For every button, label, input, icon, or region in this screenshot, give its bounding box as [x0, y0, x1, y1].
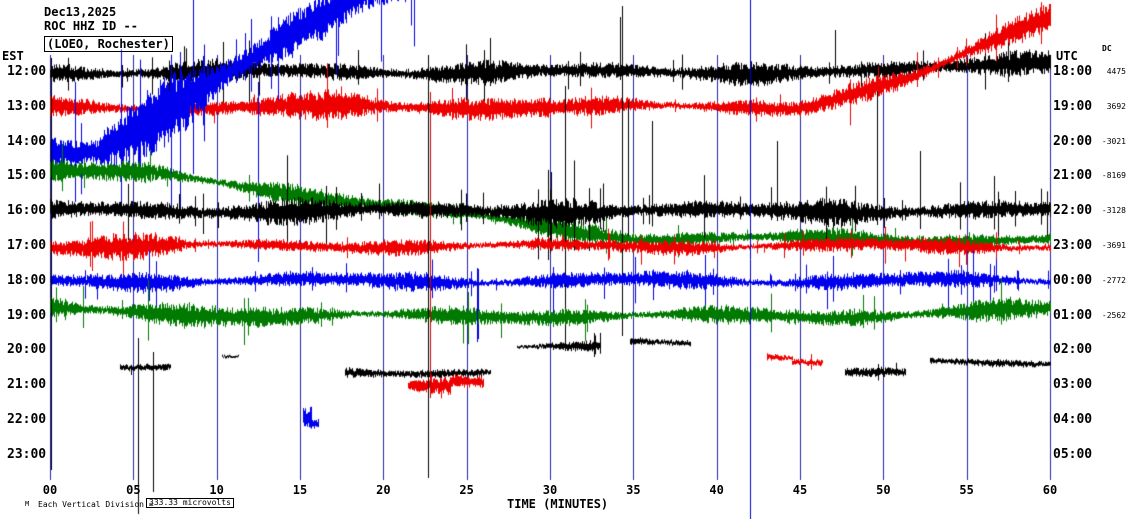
x-tick-label: 10 — [209, 483, 224, 497]
header: Dec13,2025 ROC HHZ ID -- (LOEO, Rocheste… — [44, 5, 173, 52]
dc-value: 4475 — [1106, 67, 1126, 76]
left-axis-title: EST — [2, 49, 24, 63]
est-time-label: 16:00 — [7, 203, 47, 218]
utc-time-label: 22:00 — [1053, 203, 1093, 218]
dc-value: -3128 — [1101, 206, 1126, 215]
x-tick-label: 50 — [876, 483, 891, 497]
x-tick-label: 20 — [376, 483, 391, 497]
utc-time-label: 00:00 — [1053, 273, 1093, 288]
footer-division-value: 333.33 microvolts — [146, 498, 234, 508]
dc-value: -2562 — [1101, 311, 1126, 320]
utc-time-label: 19:00 — [1053, 99, 1093, 114]
dc-value: -3021 — [1101, 137, 1126, 146]
x-tick-label: 40 — [709, 483, 724, 497]
x-tick-label: 30 — [542, 483, 558, 497]
dc-value: 3692 — [1106, 102, 1126, 111]
right-axis-title: UTC — [1056, 49, 1078, 63]
est-time-label: 19:00 — [7, 308, 47, 323]
est-time-label: 14:00 — [7, 134, 47, 149]
utc-time-label: 01:00 — [1053, 308, 1093, 323]
x-tick-label: 00 — [42, 483, 58, 497]
x-tick-label: 05 — [126, 483, 141, 497]
est-time-label: 22:00 — [7, 412, 47, 427]
header-station: ROC HHZ ID -- — [44, 19, 138, 33]
footer-mark: M — [25, 500, 30, 508]
dc-value: -8169 — [1101, 171, 1126, 180]
utc-time-label: 03:00 — [1053, 377, 1093, 392]
utc-time-label: 20:00 — [1053, 134, 1093, 149]
est-time-label: 18:00 — [7, 273, 47, 288]
x-axis-title: TIME (MINUTES) — [507, 497, 609, 511]
utc-time-label: 05:00 — [1053, 447, 1093, 462]
dc-value: -3691 — [1101, 241, 1126, 250]
dc-value: -2772 — [1101, 276, 1126, 285]
est-time-label: 12:00 — [7, 64, 47, 79]
x-tick-label: 45 — [792, 483, 808, 497]
utc-time-label: 02:00 — [1053, 342, 1093, 357]
x-tick-label: 60 — [1042, 483, 1058, 497]
est-time-label: 20:00 — [7, 342, 47, 357]
est-time-label: 13:00 — [7, 99, 47, 114]
est-time-label: 17:00 — [7, 238, 47, 253]
x-tick-label: 25 — [459, 483, 474, 497]
est-time-label: 21:00 — [7, 377, 47, 392]
x-tick-label: 35 — [626, 483, 641, 497]
header-date: Dec13,2025 — [44, 5, 117, 19]
x-tick-label: 15 — [292, 483, 308, 497]
x-tick-label: 55 — [959, 483, 974, 497]
est-time-label: 15:00 — [7, 168, 47, 183]
utc-time-label: 04:00 — [1053, 412, 1093, 427]
header-location: (LOEO, Rochester) — [44, 36, 173, 52]
dc-axis-title: DC — [1102, 44, 1112, 53]
est-time-label: 23:00 — [7, 447, 47, 462]
utc-time-label: 21:00 — [1053, 168, 1093, 183]
utc-time-label: 23:00 — [1053, 238, 1093, 253]
footer-division-text: Each Vertical Division = — [38, 500, 154, 509]
utc-time-label: 18:00 — [1053, 64, 1093, 79]
